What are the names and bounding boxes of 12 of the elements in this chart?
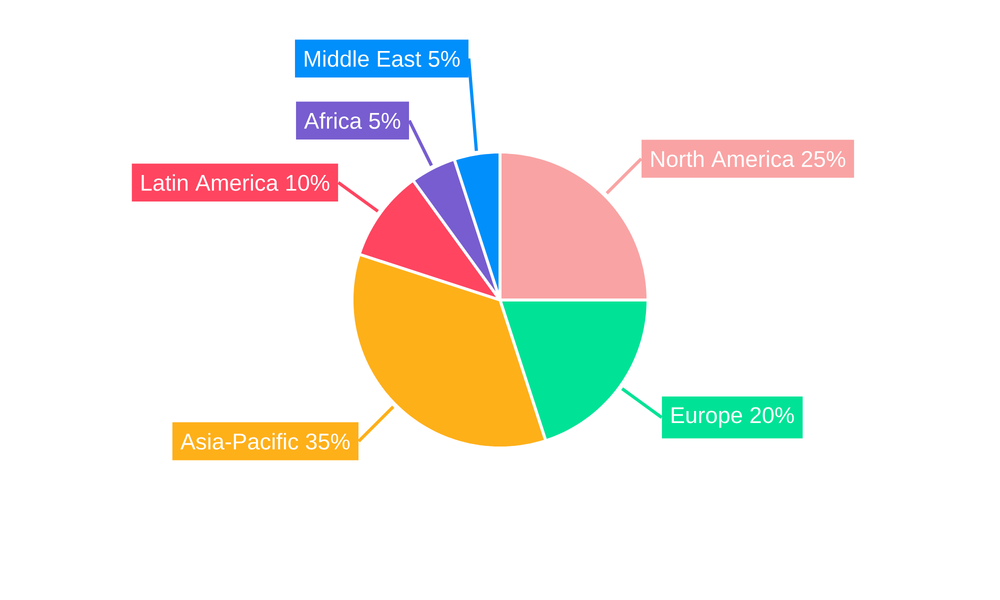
slice-label: Europe <box>672 407 742 428</box>
data-label: 10% <box>286 174 330 191</box>
data-label: 5% <box>428 50 460 67</box>
slice-label: Africa <box>304 112 362 129</box>
data-label: 35% <box>306 434 350 450</box>
data-label: 5% <box>369 112 400 129</box>
data-label: 20% <box>750 407 794 424</box>
data-label: 25% <box>802 150 846 168</box>
slice-label: North America <box>651 150 794 168</box>
slice-label: Latin America <box>142 174 278 191</box>
slice-label: Middle East <box>304 50 422 67</box>
slice-label: Asia-Pacific <box>180 432 298 450</box>
